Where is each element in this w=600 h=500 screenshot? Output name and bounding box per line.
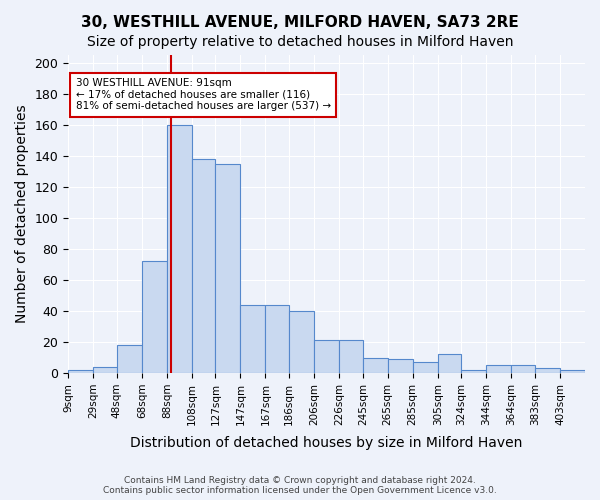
Bar bbox=[413, 362, 437, 373]
Bar bbox=[289, 311, 314, 373]
Bar bbox=[314, 340, 339, 373]
Bar bbox=[437, 354, 461, 373]
Text: 30, WESTHILL AVENUE, MILFORD HAVEN, SA73 2RE: 30, WESTHILL AVENUE, MILFORD HAVEN, SA73… bbox=[81, 15, 519, 30]
Bar bbox=[117, 345, 142, 373]
Bar bbox=[265, 305, 289, 373]
Bar bbox=[511, 366, 535, 373]
Bar bbox=[215, 164, 241, 373]
Y-axis label: Number of detached properties: Number of detached properties bbox=[15, 104, 29, 324]
Bar bbox=[142, 262, 167, 373]
Bar bbox=[535, 368, 560, 373]
X-axis label: Distribution of detached houses by size in Milford Haven: Distribution of detached houses by size … bbox=[130, 436, 523, 450]
Bar bbox=[241, 305, 265, 373]
Bar bbox=[363, 358, 388, 373]
Bar bbox=[167, 125, 192, 373]
Bar bbox=[339, 340, 363, 373]
Bar bbox=[93, 367, 117, 373]
Bar bbox=[68, 370, 93, 373]
Bar bbox=[388, 359, 413, 373]
Bar bbox=[461, 370, 487, 373]
Bar bbox=[192, 159, 215, 373]
Bar bbox=[487, 366, 511, 373]
Text: Contains HM Land Registry data © Crown copyright and database right 2024.
Contai: Contains HM Land Registry data © Crown c… bbox=[103, 476, 497, 495]
Text: Size of property relative to detached houses in Milford Haven: Size of property relative to detached ho… bbox=[87, 35, 513, 49]
Text: 30 WESTHILL AVENUE: 91sqm
← 17% of detached houses are smaller (116)
81% of semi: 30 WESTHILL AVENUE: 91sqm ← 17% of detac… bbox=[76, 78, 331, 112]
Bar bbox=[560, 370, 585, 373]
